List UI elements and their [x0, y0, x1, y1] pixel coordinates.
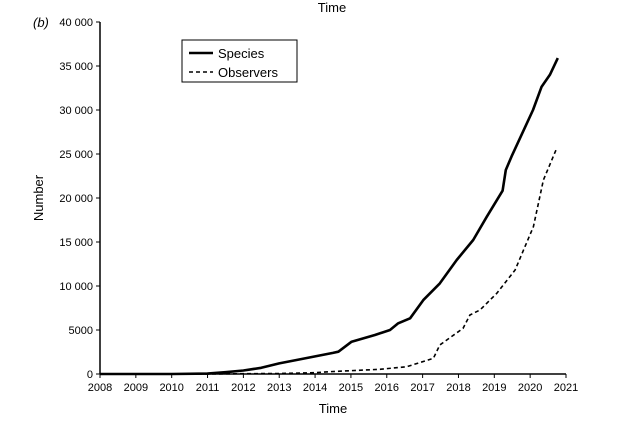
x-tick-label: 2013 [267, 382, 291, 394]
x-tick-label: 2021 [554, 382, 578, 394]
y-tick-label: 30 000 [59, 105, 93, 117]
top-cut-label: Time [318, 0, 346, 15]
y-axis: 0 5000 10 000 15 000 20 000 25 000 30 000 35 00… [59, 17, 101, 381]
x-tick-label: 2015 [339, 382, 363, 394]
legend-label-species: Species [218, 46, 265, 61]
x-tick-label: 2017 [410, 382, 434, 394]
y-tick-label: 5000 [69, 325, 93, 337]
x-tick-label: 2012 [231, 382, 255, 394]
y-tick-label: 10 000 [59, 281, 93, 293]
x-tick-label: 2014 [303, 382, 327, 394]
x-axis-label: Time [319, 401, 347, 416]
y-tick-label: 25 000 [59, 149, 93, 161]
y-tick-label: 20 000 [59, 193, 93, 205]
y-tick-label: 15 000 [59, 237, 93, 249]
x-tick-label: 2016 [375, 382, 399, 394]
x-tick-label: 2008 [88, 382, 112, 394]
x-tick-label: 2010 [159, 382, 183, 394]
legend-box [181, 39, 298, 83]
x-tick-label: 2018 [446, 382, 470, 394]
y-tick-label: 35 000 [59, 61, 93, 73]
series-line-observers [100, 147, 558, 375]
y-tick-label: 40 000 [59, 17, 93, 29]
x-axis: 2008 2009 2010 2011 2012 2013 2014 2015 2016 2017… [88, 373, 578, 394]
x-tick-label: 2009 [124, 382, 148, 394]
series-line-species [100, 57, 559, 376]
x-tick-label: 2011 [196, 382, 220, 394]
panel-label: (b) [33, 15, 49, 30]
y-axis-label: Number [31, 174, 46, 221]
legend: Species Observers [181, 39, 298, 83]
x-tick-label: 2020 [518, 382, 542, 394]
plot-area [100, 57, 559, 376]
x-tick-label: 2019 [482, 382, 506, 394]
y-tick-label: 0 [87, 369, 93, 381]
legend-label-observers: Observers [218, 65, 278, 80]
